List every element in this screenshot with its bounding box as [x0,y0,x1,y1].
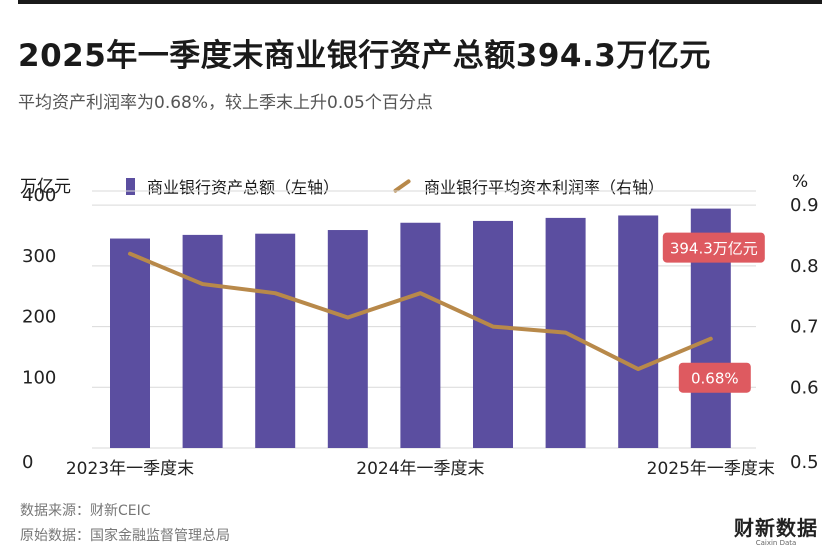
chart-subtitle: 平均资产利润率为0.68%，较上季末上升0.05个百分点 [18,93,433,113]
right-axis-unit: % [792,172,809,192]
x-tick-label: 2024年一季度末 [356,459,484,479]
asset-bar [473,220,513,448]
left-tick-label: 0 [22,452,33,473]
legend-bar-swatch [126,177,135,195]
right-tick-label: 0.7 [790,317,819,338]
left-tick-label: 400 [22,185,56,206]
rate-callout-label: 0.68% [691,370,739,388]
left-tick-label: 200 [22,307,56,328]
original-data-source: 原始数据：国家金融监督管理总局 [20,528,230,544]
right-tick-label: 0.6 [790,377,819,398]
asset-bar [255,233,296,448]
asset-bar [327,230,368,448]
caixin-data-logo: 财新数据 Caixin Data [728,512,824,547]
legend-item-assets: 商业银行资产总额（左轴） [126,174,339,198]
right-tick-label: 0.8 [790,256,819,277]
asset-bar [110,238,150,448]
logo-subtext: Caixin Data [755,539,797,547]
left-tick-label: 300 [22,246,56,267]
data-source: 数据来源：财新CEIC [20,503,151,519]
asset-bar [182,234,223,448]
x-tick-label: 2023年一季度末 [66,459,194,479]
legend-label-assets: 商业银行资产总额（左轴） [147,178,340,197]
right-tick-label: 0.5 [790,452,819,473]
rate-callout-box [678,362,751,393]
asset-bar [400,222,441,448]
top-rule [18,0,822,4]
legend-label-profit-rate: 商业银行平均资本利润率（右轴） [424,178,665,197]
asset-bar [618,215,659,448]
legend-item-profit-rate: 商业银行平均资本利润率（右轴） [392,174,664,198]
x-tick-label: 2025年一季度末 [647,459,775,479]
left-tick-label: 100 [22,367,56,388]
logo-text: 财新数据 [734,516,818,540]
assets-callout-box [662,232,765,263]
assets-callout-label: 394.3万亿元 [670,240,758,258]
left-axis-unit: 万亿元 [20,177,71,197]
chart-title: 2025年一季度末商业银行资产总额394.3万亿元 [18,38,711,74]
right-tick-label: 0.9 [790,195,819,216]
